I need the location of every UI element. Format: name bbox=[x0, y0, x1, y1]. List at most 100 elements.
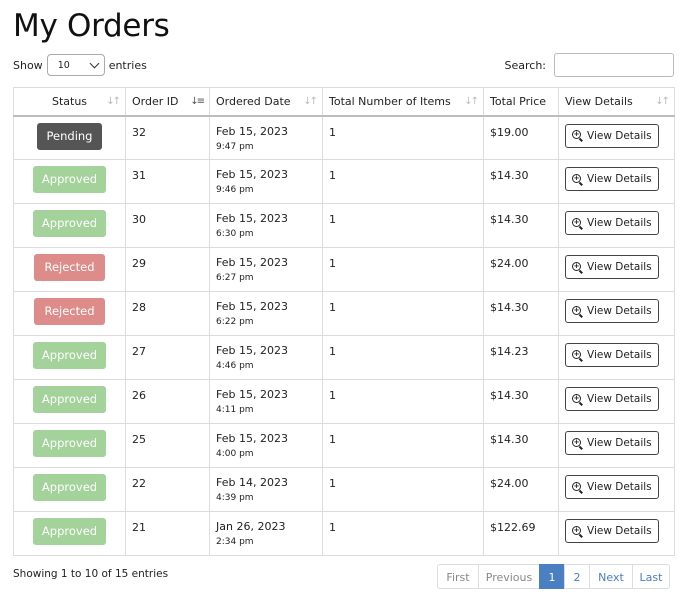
order-time: 4:39 pm bbox=[216, 493, 254, 503]
view-details-button[interactable]: View Details bbox=[565, 387, 659, 411]
status-badge: Approved bbox=[32, 386, 107, 413]
status-badge: Pending bbox=[36, 122, 103, 150]
pagination-previous[interactable]: Previous bbox=[478, 564, 540, 589]
total-price-cell: $14.30 bbox=[483, 291, 559, 336]
status-badge: Approved bbox=[32, 210, 107, 237]
view-details-label: View Details bbox=[587, 129, 652, 142]
order-time: 6:22 pm bbox=[216, 317, 254, 327]
total-items-cell: 1 bbox=[322, 467, 484, 512]
order-id-cell: 26 bbox=[125, 379, 210, 424]
table-row: Approved 22 Feb 14, 2023 4:39 pm 1$24.00 View… bbox=[13, 467, 675, 512]
search-control: Search: bbox=[505, 53, 674, 77]
total-items-cell: 1 bbox=[322, 203, 484, 248]
column-header-view-details[interactable]: View Details ↓↑ bbox=[558, 87, 675, 117]
entries-length-control: Show 10 entries bbox=[13, 54, 147, 76]
ordered-date-cell: Feb 15, 2023 4:46 pm bbox=[209, 335, 323, 380]
view-details-label: View Details bbox=[587, 349, 652, 361]
view-details-button[interactable]: View Details bbox=[565, 255, 659, 279]
ordered-date-cell: Feb 15, 2023 9:47 pm bbox=[209, 115, 323, 160]
total-price-cell: $122.69 bbox=[483, 511, 559, 556]
view-details-button[interactable]: View Details bbox=[565, 475, 659, 499]
status-cell: Rejected bbox=[13, 291, 126, 336]
order-id-cell: 25 bbox=[125, 423, 210, 468]
total-price-cell: $14.30 bbox=[483, 379, 559, 424]
table-row: Approved 26 Feb 15, 2023 4:11 pm 1$14.30 View… bbox=[13, 379, 675, 424]
ordered-date-cell: Feb 14, 2023 4:39 pm bbox=[209, 467, 323, 512]
view-details-button[interactable]: View Details bbox=[565, 299, 659, 323]
order-date: Feb 15, 2023 bbox=[216, 168, 288, 181]
view-details-cell: View Details bbox=[558, 511, 675, 556]
order-id-cell: 28 bbox=[125, 291, 210, 336]
view-details-label: View Details bbox=[587, 173, 652, 185]
order-time: 9:46 pm bbox=[216, 185, 254, 195]
pagination-last[interactable]: Last bbox=[632, 564, 670, 589]
order-date: Feb 15, 2023 bbox=[216, 256, 288, 269]
sort-arrows-icon: ↓↑ bbox=[303, 96, 318, 107]
view-details-cell: View Details bbox=[558, 203, 675, 248]
entries-select[interactable]: 10 bbox=[46, 54, 105, 76]
order-date: Feb 15, 2023 bbox=[216, 124, 288, 138]
zoom-in-icon bbox=[572, 347, 581, 361]
sort-arrows-icon: ↓↑ bbox=[106, 96, 121, 107]
total-price-cell: $19.00 bbox=[483, 115, 559, 160]
view-details-button[interactable]: View Details bbox=[565, 519, 659, 543]
column-header-total-items[interactable]: Total Number of Items ↓↑ bbox=[322, 87, 484, 117]
entries-label: entries bbox=[108, 58, 147, 72]
zoom-in-icon bbox=[572, 171, 581, 185]
zoom-in-icon bbox=[572, 391, 581, 405]
total-items-cell: 1 bbox=[322, 423, 484, 468]
status-badge: Approved bbox=[32, 342, 107, 369]
search-input[interactable] bbox=[554, 53, 674, 77]
column-header-ordered-date[interactable]: Ordered Date ↓↑ bbox=[209, 87, 323, 117]
status-cell: Approved bbox=[13, 159, 126, 204]
table-row: Approved 21 Jan 26, 2023 2:34 pm 1$122.69 Vie… bbox=[13, 511, 675, 556]
view-details-button[interactable]: View Details bbox=[565, 343, 659, 367]
order-id-cell: 29 bbox=[125, 247, 210, 292]
view-details-label: View Details bbox=[587, 393, 652, 405]
order-time: 4:11 pm bbox=[216, 405, 254, 415]
view-details-label: View Details bbox=[587, 217, 652, 229]
total-price-cell: $14.30 bbox=[483, 423, 559, 468]
status-cell: Approved bbox=[13, 423, 126, 468]
order-date: Feb 14, 2023 bbox=[216, 476, 288, 489]
zoom-in-icon bbox=[572, 259, 581, 273]
total-items-cell: 1 bbox=[322, 511, 484, 556]
view-details-button[interactable]: View Details bbox=[565, 167, 659, 191]
pagination-first[interactable]: First bbox=[437, 564, 479, 589]
order-date: Feb 15, 2023 bbox=[216, 300, 288, 313]
total-items-cell: 1 bbox=[322, 247, 484, 292]
order-date: Feb 15, 2023 bbox=[216, 344, 288, 357]
status-cell: Approved bbox=[13, 335, 126, 380]
pagination-next[interactable]: Next bbox=[589, 564, 633, 589]
view-details-button[interactable]: View Details bbox=[565, 431, 659, 455]
view-details-label: View Details bbox=[587, 305, 652, 317]
pagination-page-1[interactable]: 1 bbox=[539, 564, 565, 589]
order-date: Feb 15, 2023 bbox=[216, 432, 288, 445]
ordered-date-cell: Feb 15, 2023 6:30 pm bbox=[209, 203, 323, 248]
status-cell: Approved bbox=[13, 511, 126, 556]
order-time: 6:27 pm bbox=[216, 273, 254, 283]
status-cell: Rejected bbox=[13, 247, 126, 292]
total-price-cell: $24.00 bbox=[483, 467, 559, 512]
view-details-button[interactable]: View Details bbox=[565, 123, 659, 148]
column-header-order-id[interactable]: Order ID ↓≡ bbox=[125, 87, 210, 117]
total-price-cell: $14.30 bbox=[483, 203, 559, 248]
ordered-date-cell: Feb 15, 2023 6:27 pm bbox=[209, 247, 323, 292]
pagination-page-2[interactable]: 2 bbox=[564, 564, 590, 589]
column-header-status[interactable]: Status ↓↑ bbox=[13, 87, 126, 117]
total-items-cell: 1 bbox=[322, 159, 484, 204]
view-details-label: View Details bbox=[587, 437, 652, 449]
order-time: 6:30 pm bbox=[216, 229, 254, 239]
zoom-in-icon bbox=[572, 127, 581, 141]
status-badge: Approved bbox=[32, 518, 107, 545]
zoom-in-icon bbox=[572, 215, 581, 229]
order-id-cell: 31 bbox=[125, 159, 210, 204]
total-price-cell: $24.00 bbox=[483, 247, 559, 292]
show-label: Show bbox=[13, 58, 43, 72]
order-time: 2:34 pm bbox=[216, 537, 254, 547]
column-header-total-price[interactable]: Total Price bbox=[483, 87, 559, 117]
status-badge: Approved bbox=[32, 474, 107, 501]
page-title: My Orders bbox=[13, 8, 170, 44]
view-details-button[interactable]: View Details bbox=[565, 211, 659, 235]
table-info: Showing 1 to 10 of 15 entries bbox=[13, 568, 169, 580]
